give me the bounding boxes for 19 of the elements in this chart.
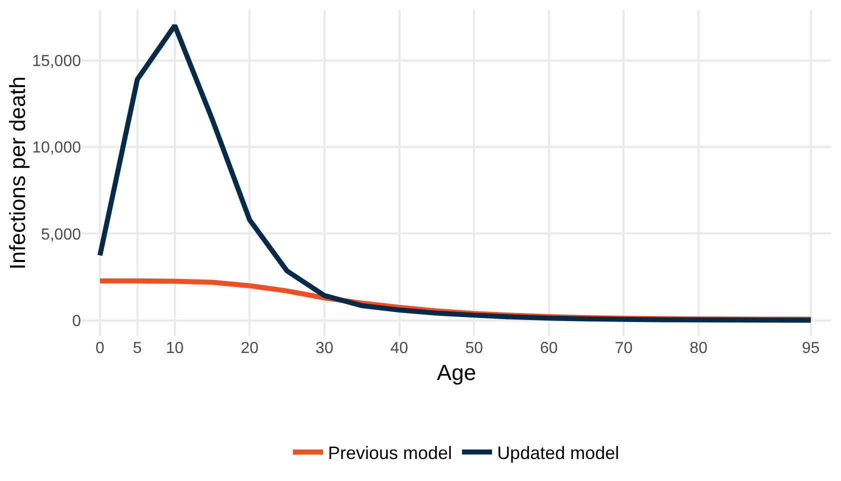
x-tick-label: 95 bbox=[802, 340, 820, 357]
x-tick-label: 40 bbox=[390, 340, 408, 357]
legend-label: Updated model bbox=[497, 443, 620, 464]
x-axis-title: Age bbox=[436, 360, 476, 385]
y-axis-title: Infections per death bbox=[5, 76, 30, 270]
x-tick-label: 10 bbox=[166, 340, 184, 357]
x-tick-label: 20 bbox=[240, 340, 259, 357]
x-tick-label: 60 bbox=[540, 340, 558, 357]
x-tick-label: 5 bbox=[132, 340, 142, 357]
y-tick-label: 15,000 bbox=[32, 52, 82, 70]
y-tick-label: 0 bbox=[72, 312, 82, 330]
legend-label: Previous model bbox=[328, 443, 452, 464]
y-tick-label: 5,000 bbox=[40, 226, 82, 244]
x-tick-label: 0 bbox=[96, 340, 105, 357]
x-tick-label: 80 bbox=[690, 340, 708, 357]
y-tick-label: 10,000 bbox=[32, 140, 82, 157]
x-tick-label: 70 bbox=[614, 340, 633, 357]
x-tick-label: 50 bbox=[465, 340, 484, 357]
x-tick-label: 30 bbox=[316, 340, 334, 357]
